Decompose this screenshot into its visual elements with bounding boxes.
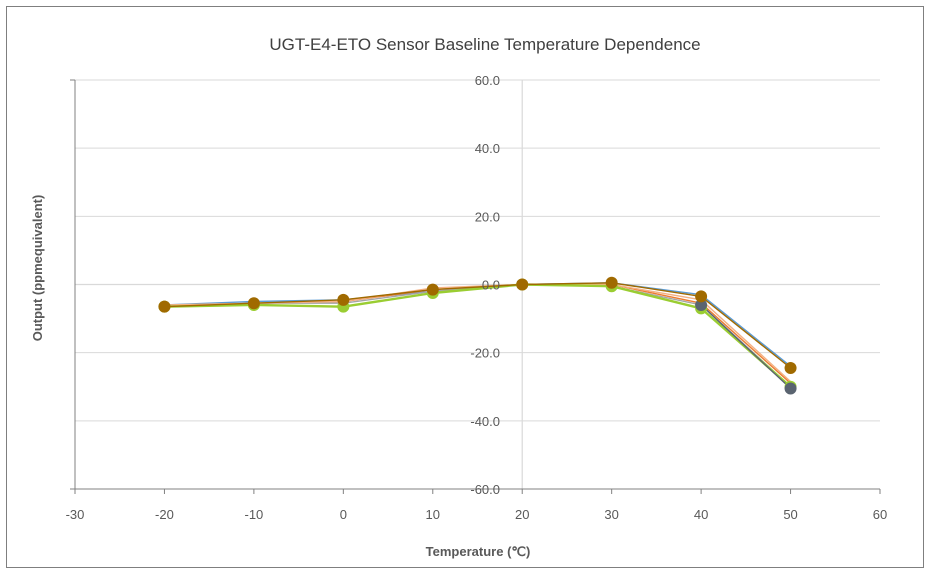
x-axis-title: Temperature (℃) bbox=[426, 544, 531, 559]
data-point-series-6 bbox=[695, 290, 708, 303]
data-point-series-6 bbox=[247, 297, 260, 310]
y-tick-label: 0.0 bbox=[482, 278, 500, 293]
data-point-series-6 bbox=[337, 293, 350, 306]
x-tick-label: 30 bbox=[604, 507, 618, 522]
data-point-series-6 bbox=[426, 283, 439, 296]
series-layer bbox=[164, 282, 792, 390]
data-point-series-5 bbox=[784, 382, 797, 395]
y-axis-title: Output (ppmequivalent) bbox=[30, 195, 45, 342]
data-point-series-6 bbox=[516, 278, 529, 291]
y-tick-label: 60.0 bbox=[475, 73, 500, 88]
x-tick-label: -10 bbox=[244, 507, 263, 522]
x-tick-label: 50 bbox=[783, 507, 797, 522]
x-tick-label: 20 bbox=[515, 507, 529, 522]
y-tick-label: -60.0 bbox=[470, 482, 500, 497]
x-tick-label: 0 bbox=[340, 507, 347, 522]
axis-layer bbox=[70, 79, 881, 494]
y-tick-label: -40.0 bbox=[470, 414, 500, 429]
series-line-6 bbox=[164, 282, 792, 369]
x-tick-label: -30 bbox=[66, 507, 85, 522]
x-tick-label: 60 bbox=[873, 507, 887, 522]
label-layer: 60.0 40.0 20.0 0.0 -20.0 -40.0 -60.0 -30 -20 -10 0… bbox=[66, 73, 888, 522]
y-tick-label: 20.0 bbox=[475, 209, 500, 224]
data-point-series-6 bbox=[158, 300, 171, 313]
y-tick-label: 40.0 bbox=[475, 141, 500, 156]
y-tick-label: -20.0 bbox=[470, 346, 500, 361]
data-point-series-6 bbox=[605, 276, 618, 289]
chart-title: UGT-E4-ETO Sensor Baseline Temperature D… bbox=[269, 35, 700, 54]
series-line-5 bbox=[700, 304, 792, 390]
series-line-4 bbox=[164, 283, 792, 388]
data-point-series-5 bbox=[695, 298, 708, 311]
x-tick-label: 10 bbox=[426, 507, 440, 522]
data-point-series-6 bbox=[784, 362, 797, 375]
marker-layer bbox=[158, 276, 797, 395]
x-tick-label: 40 bbox=[694, 507, 708, 522]
x-tick-label: -20 bbox=[155, 507, 174, 522]
